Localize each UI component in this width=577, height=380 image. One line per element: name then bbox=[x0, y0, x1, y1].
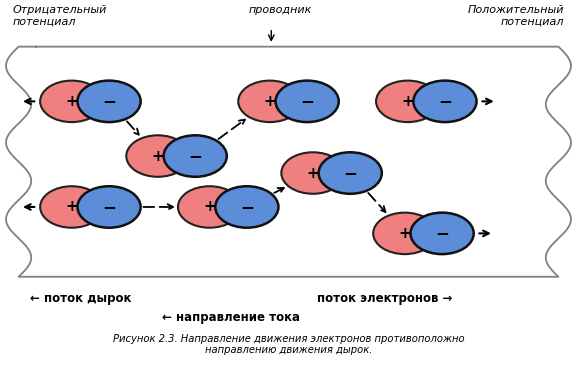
Circle shape bbox=[410, 213, 474, 254]
Text: −: − bbox=[188, 147, 202, 165]
Circle shape bbox=[178, 186, 241, 228]
Circle shape bbox=[282, 152, 344, 194]
Circle shape bbox=[319, 152, 382, 194]
Text: +: + bbox=[264, 94, 276, 109]
Text: +: + bbox=[203, 200, 216, 214]
Text: −: − bbox=[300, 92, 314, 110]
Text: −: − bbox=[240, 198, 254, 216]
Text: −: − bbox=[343, 164, 357, 182]
Text: поток электронов →: поток электронов → bbox=[317, 292, 452, 305]
Text: +: + bbox=[401, 94, 414, 109]
Text: проводник: проводник bbox=[248, 5, 312, 15]
Circle shape bbox=[373, 213, 436, 254]
Circle shape bbox=[126, 135, 189, 177]
Circle shape bbox=[238, 81, 301, 122]
Circle shape bbox=[376, 81, 439, 122]
Text: +: + bbox=[306, 166, 319, 180]
Text: ← направление тока: ← направление тока bbox=[162, 311, 300, 324]
Text: −: − bbox=[102, 198, 116, 216]
Circle shape bbox=[164, 135, 227, 177]
Polygon shape bbox=[6, 47, 571, 277]
Text: ← поток дырок: ← поток дырок bbox=[30, 292, 132, 305]
Circle shape bbox=[215, 186, 279, 228]
Circle shape bbox=[276, 81, 339, 122]
Circle shape bbox=[413, 81, 477, 122]
Text: −: − bbox=[438, 92, 452, 110]
Text: +: + bbox=[65, 94, 78, 109]
Text: −: − bbox=[435, 224, 449, 242]
Text: Рисунок 2.3. Направление движения электронов противоположно
направлению движения: Рисунок 2.3. Направление движения электр… bbox=[113, 334, 464, 355]
Text: −: − bbox=[102, 92, 116, 110]
Text: +: + bbox=[65, 200, 78, 214]
Circle shape bbox=[40, 81, 103, 122]
Circle shape bbox=[77, 81, 141, 122]
Text: Отрицательный
потенциал: Отрицательный потенциал bbox=[13, 5, 107, 27]
Text: +: + bbox=[398, 226, 411, 241]
Text: +: + bbox=[152, 149, 164, 163]
Text: Положительный
потенциал: Положительный потенциал bbox=[467, 5, 564, 27]
Circle shape bbox=[40, 186, 103, 228]
Circle shape bbox=[77, 186, 141, 228]
